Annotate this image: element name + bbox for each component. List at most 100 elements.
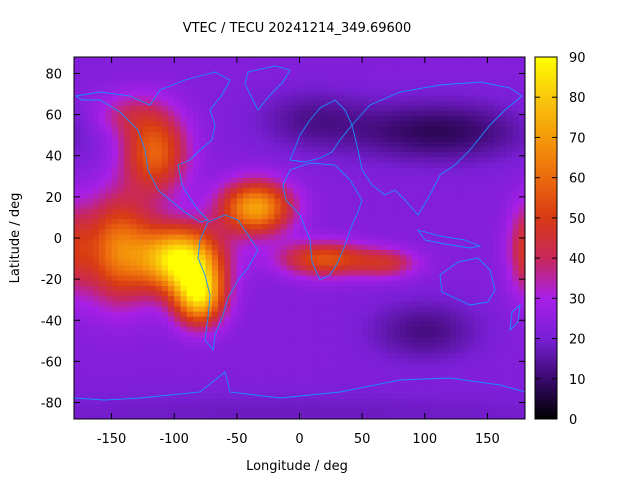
heatmap-cell bbox=[255, 223, 263, 230]
heatmap-cell bbox=[330, 192, 338, 199]
heatmap-cell bbox=[249, 300, 257, 307]
heatmap-cell bbox=[261, 192, 269, 199]
heatmap-cell bbox=[111, 57, 119, 60]
heatmap-cell bbox=[92, 69, 100, 76]
heatmap-cell bbox=[230, 146, 238, 153]
heatmap-cell bbox=[224, 398, 232, 405]
heatmap-cell bbox=[312, 208, 319, 214]
heatmap-cell bbox=[274, 347, 282, 353]
heatmap-cell bbox=[418, 105, 426, 112]
heatmap-cell bbox=[99, 393, 106, 400]
heatmap-cell bbox=[318, 187, 326, 194]
heatmap-cell bbox=[393, 352, 401, 358]
heatmap-cell bbox=[387, 403, 395, 410]
heatmap-cell bbox=[393, 151, 401, 158]
heatmap-cell bbox=[149, 192, 157, 199]
heatmap-cell bbox=[236, 146, 244, 153]
heatmap-cell bbox=[349, 269, 357, 276]
heatmap-cell bbox=[462, 223, 470, 230]
heatmap-cell bbox=[149, 228, 157, 235]
heatmap-cell bbox=[286, 115, 294, 122]
heatmap-cell bbox=[130, 187, 138, 194]
heatmap-cell bbox=[224, 357, 232, 364]
heatmap-cell bbox=[355, 84, 363, 91]
heatmap-cell bbox=[286, 69, 294, 76]
heatmap-cell bbox=[205, 331, 213, 338]
heatmap-cell bbox=[249, 331, 257, 338]
heatmap-cell bbox=[337, 141, 344, 148]
heatmap-cell bbox=[387, 413, 395, 419]
heatmap-cell bbox=[193, 275, 200, 281]
heatmap-cell bbox=[499, 228, 507, 235]
heatmap-cell bbox=[299, 239, 307, 245]
heatmap-cell bbox=[236, 341, 244, 348]
heatmap-cell bbox=[387, 125, 395, 132]
heatmap-cell bbox=[487, 352, 495, 358]
heatmap-cell bbox=[506, 383, 514, 389]
heatmap-cell bbox=[474, 336, 482, 343]
heatmap-cell bbox=[136, 187, 144, 194]
heatmap-cell bbox=[243, 259, 250, 266]
heatmap-cell bbox=[355, 347, 363, 353]
heatmap-cell bbox=[124, 393, 131, 400]
heatmap-cell bbox=[330, 110, 338, 117]
heatmap-cell bbox=[362, 398, 369, 405]
heatmap-cell bbox=[424, 377, 432, 384]
heatmap-cell bbox=[243, 352, 250, 358]
heatmap-cell bbox=[180, 203, 188, 209]
heatmap-cell bbox=[180, 84, 188, 91]
heatmap-cell bbox=[211, 275, 219, 281]
heatmap-cell bbox=[380, 120, 388, 127]
heatmap-cell bbox=[380, 408, 388, 415]
heatmap-cell bbox=[92, 192, 100, 199]
heatmap-cell bbox=[412, 197, 420, 204]
heatmap-cell bbox=[487, 64, 495, 70]
heatmap-cell bbox=[86, 341, 94, 348]
heatmap-cell bbox=[105, 95, 113, 101]
heatmap-cell bbox=[424, 331, 432, 338]
heatmap-cell bbox=[380, 59, 388, 65]
heatmap-cell bbox=[243, 290, 250, 297]
heatmap-cell bbox=[355, 403, 363, 410]
heatmap-cell bbox=[506, 218, 514, 225]
heatmap-cell bbox=[261, 367, 269, 374]
heatmap-cell bbox=[474, 84, 482, 91]
heatmap-cell bbox=[174, 403, 182, 410]
heatmap-cell bbox=[80, 223, 88, 230]
heatmap-cell bbox=[293, 280, 301, 286]
heatmap-cell bbox=[74, 125, 81, 132]
heatmap-cell bbox=[349, 341, 357, 348]
heatmap-cell bbox=[136, 233, 144, 240]
heatmap-cell bbox=[393, 141, 401, 148]
heatmap-cell bbox=[111, 84, 119, 91]
heatmap-cell bbox=[167, 336, 175, 343]
heatmap-cell bbox=[418, 172, 426, 178]
heatmap-cell bbox=[418, 203, 426, 209]
heatmap-cell bbox=[199, 59, 207, 65]
heatmap-cell bbox=[268, 377, 276, 384]
heatmap-cell bbox=[299, 167, 307, 173]
heatmap-cell bbox=[205, 249, 213, 256]
heatmap-cell bbox=[186, 295, 194, 302]
heatmap-cell bbox=[105, 300, 113, 307]
heatmap-cell bbox=[493, 146, 501, 153]
heatmap-cell bbox=[86, 393, 94, 400]
heatmap-cell bbox=[286, 254, 294, 261]
heatmap-cell bbox=[474, 244, 482, 250]
heatmap-cell bbox=[349, 74, 357, 81]
heatmap-cell bbox=[437, 203, 445, 209]
heatmap-cell bbox=[230, 326, 238, 333]
heatmap-cell bbox=[431, 367, 438, 374]
heatmap-cell bbox=[362, 336, 369, 343]
heatmap-cell bbox=[349, 259, 357, 266]
heatmap-cell bbox=[167, 352, 175, 358]
heatmap-cell bbox=[230, 64, 238, 70]
heatmap-cell bbox=[318, 403, 326, 410]
heatmap-cell bbox=[324, 269, 332, 276]
heatmap-cell bbox=[155, 336, 163, 343]
heatmap-cell bbox=[312, 233, 319, 240]
heatmap-cell bbox=[111, 64, 119, 70]
heatmap-cell bbox=[261, 408, 269, 415]
heatmap-cell bbox=[268, 161, 276, 168]
heatmap-cell bbox=[211, 285, 219, 292]
